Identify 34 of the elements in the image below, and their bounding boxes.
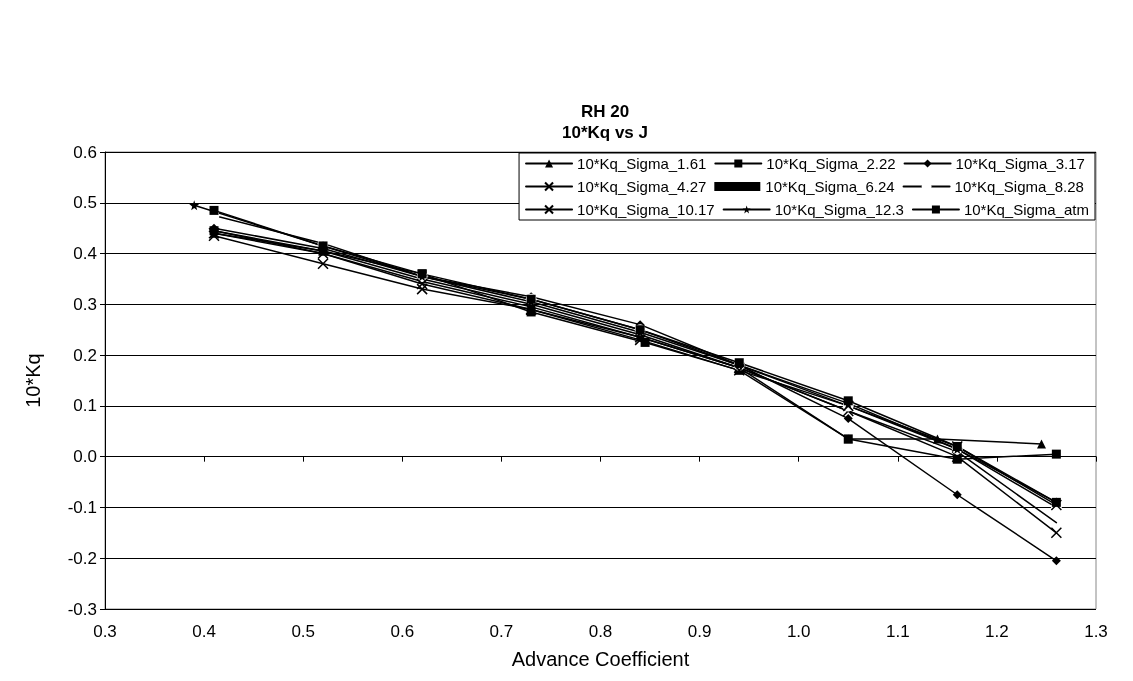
legend-label: 10*Kq_Sigma_1.61 bbox=[577, 155, 707, 172]
legend-label: 10*Kq_Sigma_3.17 bbox=[955, 155, 1085, 172]
y-tick-label: 0.2 bbox=[73, 345, 97, 365]
y-tick-label: 0.0 bbox=[73, 447, 97, 467]
x-tick-label: 0.5 bbox=[291, 622, 316, 641]
chart-title: RH 20 bbox=[580, 102, 630, 121]
x-tick-label: 0.9 bbox=[687, 622, 712, 641]
legend-label: 10*Kq_Sigma_atm bbox=[963, 201, 1089, 218]
legend-label: 10*Kq_Sigma_8.28 bbox=[954, 178, 1084, 195]
x-tick-label: 0.4 bbox=[192, 622, 216, 641]
y-tick-label: -0.2 bbox=[67, 548, 97, 568]
legend-label: 10*Kq_Sigma_10.17 bbox=[577, 201, 715, 218]
y-tick-label: 0.3 bbox=[73, 294, 97, 314]
legend-label: 10*Kq_Sigma_6.24 bbox=[765, 178, 895, 195]
chart-subtitle: 10*Kq vs J bbox=[562, 123, 648, 142]
x-tick-label: 1.0 bbox=[786, 622, 811, 641]
x-tick-label: 1.3 bbox=[1084, 622, 1108, 641]
y-tick-label: 0.1 bbox=[73, 396, 97, 416]
y-tick-label: 0.5 bbox=[73, 193, 97, 213]
x-tick-label: 0.7 bbox=[489, 622, 514, 641]
x-tick-label: 1.1 bbox=[885, 622, 910, 641]
y-tick-label: 0.4 bbox=[73, 244, 97, 264]
x-axis-title: Advance Coefficient bbox=[511, 648, 690, 670]
y-axis-title: 10*Kq bbox=[22, 353, 44, 408]
y-tick-label: -0.3 bbox=[67, 599, 97, 619]
x-tick-label: 0.8 bbox=[588, 622, 613, 641]
x-tick-label: 0.6 bbox=[390, 622, 415, 641]
legend-label: 10*Kq_Sigma_4.27 bbox=[577, 178, 707, 195]
x-tick-label: 1.2 bbox=[985, 622, 1009, 641]
y-tick-label: 0.6 bbox=[73, 142, 97, 162]
legend-label: 10*Kq_Sigma_12.3 bbox=[774, 201, 904, 218]
x-tick-label: 0.3 bbox=[93, 622, 117, 641]
legend-label: 10*Kq_Sigma_2.22 bbox=[766, 155, 896, 172]
y-tick-label: -0.1 bbox=[67, 497, 97, 517]
